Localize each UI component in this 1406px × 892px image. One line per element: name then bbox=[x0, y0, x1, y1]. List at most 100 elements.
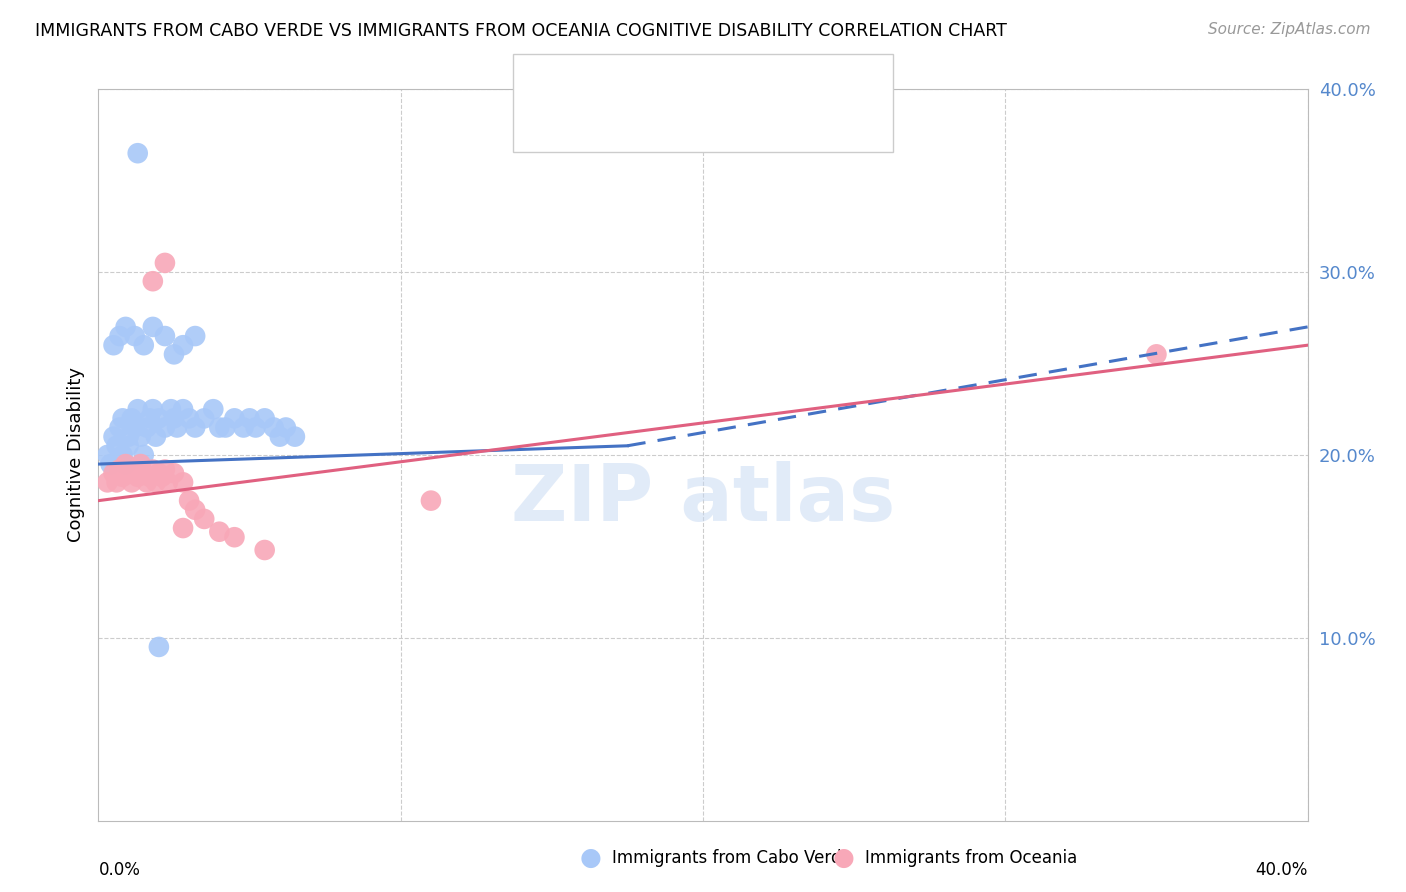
Text: 0.148: 0.148 bbox=[624, 71, 682, 89]
Y-axis label: Cognitive Disability: Cognitive Disability bbox=[66, 368, 84, 542]
Point bbox=[214, 420, 236, 434]
Text: ZIP atlas: ZIP atlas bbox=[510, 461, 896, 537]
Point bbox=[135, 475, 157, 490]
Point bbox=[153, 462, 176, 476]
Point bbox=[105, 439, 128, 453]
Point bbox=[184, 329, 207, 343]
Point bbox=[114, 319, 136, 334]
Text: 0.326: 0.326 bbox=[624, 116, 681, 134]
Point bbox=[193, 411, 215, 425]
Point bbox=[121, 411, 143, 425]
Point bbox=[129, 430, 152, 444]
Point bbox=[232, 420, 254, 434]
Point bbox=[184, 503, 207, 517]
Point bbox=[148, 640, 170, 654]
Point bbox=[103, 466, 125, 480]
Point bbox=[135, 420, 157, 434]
Bar bbox=[533, 112, 569, 137]
Point bbox=[124, 420, 146, 434]
Point bbox=[148, 411, 170, 425]
Point bbox=[150, 470, 173, 484]
Point bbox=[124, 329, 146, 343]
Text: Source: ZipAtlas.com: Source: ZipAtlas.com bbox=[1208, 22, 1371, 37]
Text: IMMIGRANTS FROM CABO VERDE VS IMMIGRANTS FROM OCEANIA COGNITIVE DISABILITY CORRE: IMMIGRANTS FROM CABO VERDE VS IMMIGRANTS… bbox=[35, 22, 1007, 40]
Point bbox=[172, 402, 194, 417]
Point bbox=[118, 466, 141, 480]
Point bbox=[142, 274, 165, 288]
Point bbox=[127, 402, 149, 417]
Point bbox=[166, 420, 188, 434]
Point bbox=[96, 475, 118, 490]
Text: N =: N = bbox=[710, 71, 749, 89]
Text: N =: N = bbox=[710, 116, 749, 134]
Point bbox=[269, 430, 291, 444]
Point bbox=[160, 402, 183, 417]
Point bbox=[179, 493, 201, 508]
Point bbox=[100, 457, 122, 471]
Point bbox=[253, 543, 276, 558]
Point bbox=[208, 524, 231, 539]
Text: 33: 33 bbox=[752, 116, 778, 134]
Point bbox=[103, 430, 125, 444]
Point bbox=[179, 411, 201, 425]
Text: ●: ● bbox=[579, 847, 602, 870]
Point bbox=[111, 448, 134, 462]
Point bbox=[111, 411, 134, 425]
Point bbox=[118, 430, 141, 444]
Point bbox=[1144, 347, 1167, 361]
Text: Immigrants from Cabo Verde: Immigrants from Cabo Verde bbox=[612, 849, 852, 867]
Point bbox=[274, 420, 297, 434]
Point bbox=[163, 347, 186, 361]
Point bbox=[163, 411, 186, 425]
Text: R =: R = bbox=[579, 71, 619, 89]
Point bbox=[96, 448, 118, 462]
Point bbox=[420, 493, 443, 508]
Point bbox=[184, 420, 207, 434]
Point bbox=[153, 329, 176, 343]
Point bbox=[108, 420, 131, 434]
Point bbox=[129, 457, 152, 471]
Point bbox=[121, 475, 143, 490]
Text: 0.0%: 0.0% bbox=[98, 861, 141, 879]
Text: R =: R = bbox=[579, 116, 619, 134]
Point bbox=[139, 470, 162, 484]
Point bbox=[114, 457, 136, 471]
Point bbox=[145, 430, 167, 444]
Point bbox=[124, 462, 146, 476]
Text: ●: ● bbox=[832, 847, 855, 870]
Point bbox=[118, 439, 141, 453]
Point bbox=[148, 466, 170, 480]
Point bbox=[108, 462, 131, 476]
Text: 52: 52 bbox=[752, 71, 778, 89]
Point bbox=[145, 475, 167, 490]
Point bbox=[172, 475, 194, 490]
Point bbox=[132, 466, 155, 480]
Point bbox=[132, 448, 155, 462]
Point bbox=[208, 420, 231, 434]
Point bbox=[153, 420, 176, 434]
Text: 40.0%: 40.0% bbox=[1256, 861, 1308, 879]
Point bbox=[202, 402, 225, 417]
Point bbox=[105, 475, 128, 490]
Point bbox=[224, 530, 246, 544]
Point bbox=[224, 411, 246, 425]
Point bbox=[108, 329, 131, 343]
Point bbox=[263, 420, 285, 434]
Point bbox=[114, 457, 136, 471]
Point bbox=[245, 420, 267, 434]
Point bbox=[103, 338, 125, 352]
Point bbox=[253, 411, 276, 425]
Point bbox=[132, 338, 155, 352]
Point bbox=[156, 475, 179, 490]
Point bbox=[284, 430, 307, 444]
Bar bbox=[533, 68, 569, 93]
Point bbox=[139, 411, 162, 425]
Point bbox=[127, 146, 149, 161]
Point bbox=[111, 470, 134, 484]
Point bbox=[127, 470, 149, 484]
Point bbox=[142, 462, 165, 476]
Point bbox=[163, 466, 186, 480]
Text: Immigrants from Oceania: Immigrants from Oceania bbox=[865, 849, 1077, 867]
Point bbox=[193, 512, 215, 526]
Point bbox=[239, 411, 262, 425]
